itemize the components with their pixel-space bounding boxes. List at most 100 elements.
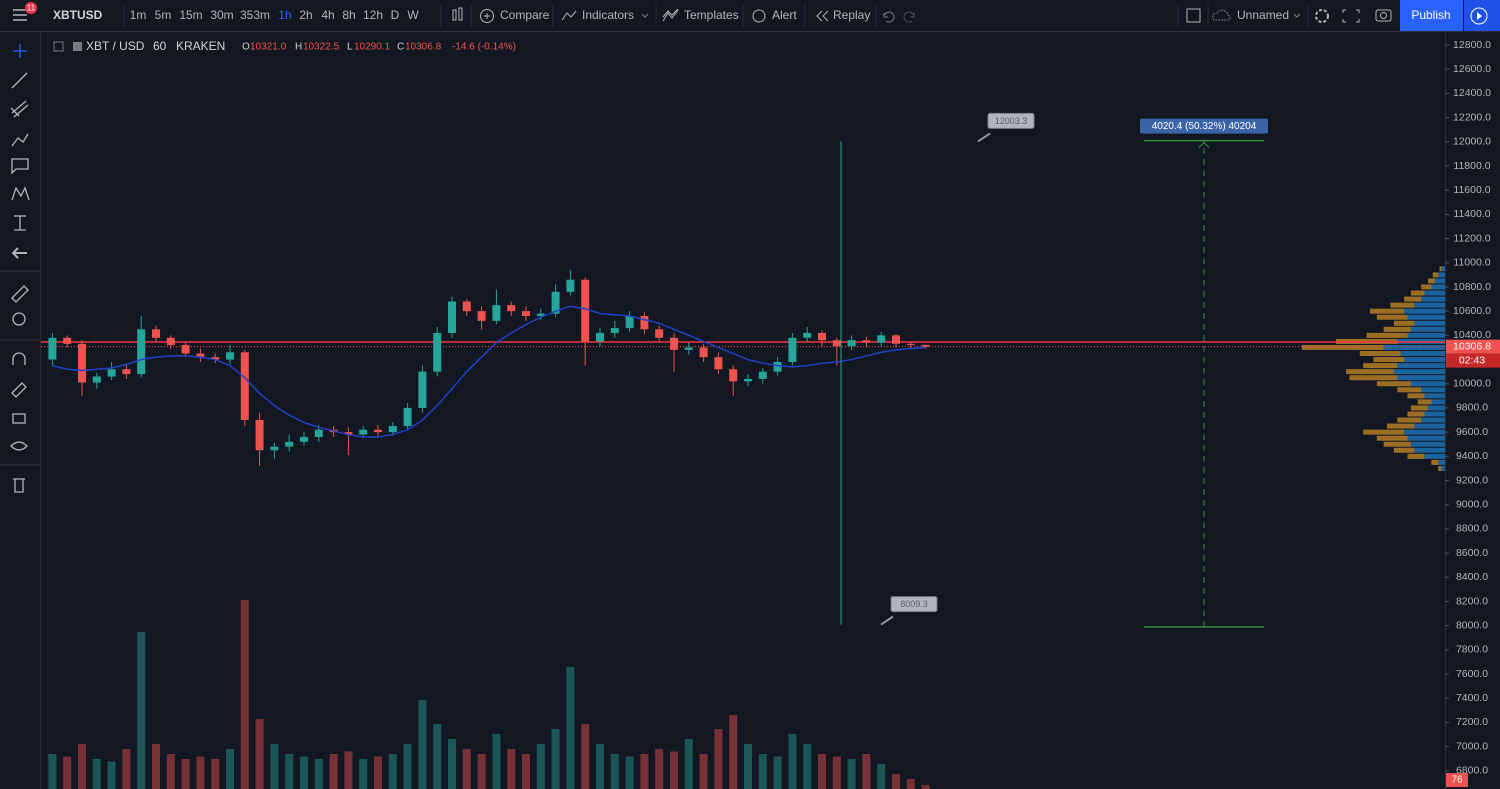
profile-up (1397, 363, 1445, 369)
y-tick-label: 12200.0 (1453, 111, 1491, 123)
candle-body (63, 337, 72, 344)
interval-button[interactable]: D (391, 8, 400, 22)
pattern-tool[interactable] (11, 186, 30, 201)
compare-button[interactable]: Compare (500, 8, 550, 22)
candle-body (714, 357, 723, 370)
profile-down (1417, 399, 1432, 405)
candle-body (462, 301, 471, 312)
plot: 6800.07000.07200.07400.07600.07800.08000… (41, 39, 1500, 789)
stay-drawing-tool[interactable] (11, 382, 27, 398)
legend-close: 10306.8 (405, 42, 442, 53)
candle-body (240, 352, 249, 421)
volume-bar (477, 754, 486, 789)
profile-up (1438, 272, 1445, 278)
profile-up (1414, 447, 1445, 453)
candle-body (418, 371, 427, 408)
y-tick-label: 7200.0 (1456, 716, 1488, 728)
chart-style-button[interactable] (452, 7, 463, 21)
candle-body (832, 340, 841, 347)
replay-button[interactable]: Replay (833, 8, 870, 22)
hide-tool[interactable] (10, 441, 28, 451)
candle-body (803, 332, 812, 338)
prediction-tool[interactable] (14, 215, 26, 231)
settings-button[interactable] (1315, 9, 1329, 23)
volume-bar (152, 744, 160, 789)
measure-tool[interactable] (11, 285, 29, 303)
volume-bar (359, 759, 368, 789)
alert-icon (752, 9, 766, 23)
undo-button[interactable] (883, 11, 895, 23)
interval-button[interactable]: 15m (179, 8, 202, 22)
y-tick-label: 8800.0 (1456, 523, 1488, 535)
candle-body (847, 340, 856, 347)
magnet-tool[interactable] (12, 352, 26, 365)
brush-tool[interactable] (11, 133, 29, 147)
publish-menu[interactable] (1464, 0, 1500, 31)
fib-tool[interactable] (10, 100, 29, 118)
back-tool[interactable] (11, 247, 27, 259)
menu-button[interactable]: 11 (13, 2, 37, 21)
fullscreen-button[interactable] (1342, 9, 1360, 23)
trendline-tool[interactable] (11, 72, 28, 89)
interval-button[interactable]: 353m (240, 8, 270, 22)
profile-up (1424, 411, 1445, 417)
zoom-tool[interactable] (12, 312, 26, 326)
redo-button[interactable] (903, 11, 915, 23)
legend-symbol: XBT / USD (86, 39, 145, 53)
interval-button[interactable]: 1h (278, 8, 291, 22)
legend-toggle[interactable] (53, 41, 64, 52)
crosshair-tool[interactable] (13, 44, 27, 58)
lock-tool[interactable] (12, 413, 26, 424)
interval-button[interactable]: 2h (299, 8, 312, 22)
legend-low: 10290.1 (354, 42, 391, 53)
layout-name[interactable]: Unnamed (1237, 8, 1289, 22)
volume-bar (78, 744, 86, 789)
volume-bar (566, 667, 575, 789)
symbol-search[interactable]: XBTUSD (53, 8, 103, 22)
volume-bar (107, 761, 116, 789)
interval-button[interactable]: W (407, 8, 419, 22)
legend-key: L (347, 42, 353, 53)
interval-button[interactable]: 30m (210, 8, 233, 22)
snapshot-button[interactable] (1375, 9, 1392, 22)
candle-body (477, 311, 486, 321)
volume-bar (48, 754, 57, 789)
moving-average (52, 305, 926, 438)
candle-body (818, 332, 826, 341)
templates-button[interactable]: Templates (684, 8, 739, 22)
profile-down (1438, 465, 1442, 471)
y-tick-label: 9200.0 (1456, 474, 1488, 486)
layout-caret (1293, 13, 1301, 18)
indicators-button[interactable]: Indicators (582, 8, 634, 22)
y-tick-label: 11400.0 (1453, 208, 1490, 220)
layout-button[interactable] (1186, 8, 1201, 23)
volume-bar (699, 754, 708, 789)
candle-body (211, 357, 220, 360)
y-tick-label: 7800.0 (1456, 644, 1488, 656)
alert-button[interactable]: Alert (772, 8, 797, 22)
y-tick-label: 9000.0 (1456, 499, 1488, 511)
interval-button[interactable]: 5m (155, 8, 172, 22)
profile-up (1404, 308, 1445, 314)
candle-body (152, 329, 160, 338)
interval-button[interactable]: 8h (342, 8, 355, 22)
interval-button[interactable]: 12h (363, 8, 383, 22)
profile-up (1404, 357, 1445, 363)
profile-down (1387, 423, 1415, 429)
y-tick-label: 11200.0 (1453, 232, 1490, 244)
candle-body (226, 352, 234, 360)
text-tool[interactable] (11, 158, 29, 175)
candle-body (655, 329, 664, 338)
publish-button[interactable] (1400, 0, 1463, 31)
profile-down (1421, 284, 1432, 290)
candle-body (122, 369, 131, 375)
remove-tool[interactable] (13, 478, 25, 493)
interval-button[interactable]: 1m (130, 8, 147, 22)
y-tick-label: 11000.0 (1453, 257, 1490, 269)
interval-button[interactable]: 4h (321, 8, 334, 22)
profile-down (1376, 314, 1408, 320)
legend: XBT / USD 60 KRAKEN O 10321.0 H 10322.5 … (53, 39, 516, 53)
compare-plus (484, 13, 490, 19)
legend-high: 10322.5 (303, 42, 340, 53)
indicators-icon (561, 10, 577, 21)
